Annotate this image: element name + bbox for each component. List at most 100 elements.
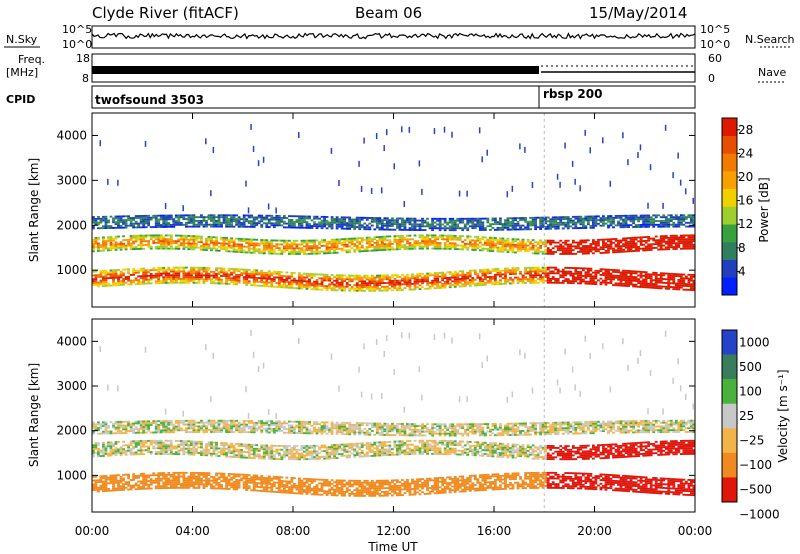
power-cell — [99, 279, 103, 282]
power-cell — [504, 280, 507, 283]
power-cell — [305, 274, 309, 277]
power-cell — [408, 217, 412, 220]
power-cell — [365, 248, 369, 250]
power-cell — [184, 234, 188, 237]
power-cell — [182, 214, 186, 217]
power-cell — [629, 275, 633, 278]
power-cell — [486, 272, 490, 275]
power-cell — [154, 222, 158, 225]
power-cell — [664, 220, 668, 222]
velocity-cell — [154, 429, 158, 432]
power-cell — [549, 249, 553, 252]
velocity-cell — [127, 473, 130, 476]
power-cell — [602, 268, 605, 271]
velocity-cell — [127, 475, 130, 478]
power-cell — [112, 219, 115, 222]
power-cell — [225, 223, 228, 226]
power-cell — [275, 222, 279, 225]
power-cell — [144, 273, 148, 276]
velocity-cell — [124, 426, 128, 429]
power-cell — [169, 247, 173, 250]
power-cell — [624, 218, 628, 221]
power-cell — [478, 276, 482, 279]
power-cell — [639, 243, 643, 246]
power-cell — [486, 249, 490, 252]
power-cell — [164, 222, 168, 225]
power-cell — [433, 274, 437, 276]
power-cell — [230, 267, 233, 270]
velocity-cell — [167, 483, 171, 486]
velocity-cell — [139, 420, 143, 423]
power-cell — [408, 284, 412, 287]
power-cell — [147, 271, 151, 274]
power-cell — [627, 242, 630, 245]
power-cell — [481, 282, 485, 285]
power-cell — [483, 272, 487, 275]
power-cell — [313, 288, 316, 291]
power-cell — [290, 283, 294, 286]
power-cell — [441, 223, 445, 226]
power-cell — [461, 285, 465, 288]
power-cell — [353, 245, 357, 247]
power-cell — [416, 282, 419, 285]
beam-title: Beam 06 — [355, 4, 422, 22]
power-cell — [257, 252, 261, 255]
power-cell — [689, 241, 693, 244]
power-cell — [521, 248, 525, 251]
power-cell — [189, 216, 193, 219]
power-cell — [215, 236, 218, 239]
velocity-cell — [117, 426, 120, 429]
power-cell — [227, 275, 231, 278]
nsky-panel — [91, 25, 696, 49]
power-cell — [167, 218, 171, 221]
velocity-cell — [159, 420, 163, 423]
power-cell — [343, 287, 347, 290]
power-cell — [622, 271, 625, 274]
power-cell — [659, 240, 663, 243]
velocity-cell — [167, 420, 171, 422]
power-cell — [639, 216, 643, 219]
power-cell — [142, 218, 146, 221]
power-cell — [594, 244, 598, 247]
power-cell — [473, 282, 477, 285]
power-cell — [182, 276, 186, 278]
velocity-cell — [132, 422, 136, 425]
power-cell — [486, 276, 490, 279]
power-cell — [189, 279, 193, 282]
power-cell — [569, 270, 573, 273]
power-cell — [365, 216, 369, 219]
power-cell — [343, 274, 347, 277]
power-cell — [144, 140, 147, 147]
freq-tick-top: 18 — [76, 52, 90, 65]
power-cell — [426, 238, 429, 241]
power-cell — [476, 219, 480, 222]
power-cell — [667, 242, 671, 245]
power-cell — [408, 234, 412, 237]
velocity-cell — [147, 426, 151, 428]
power-cell — [338, 220, 342, 222]
power-cell — [267, 222, 271, 225]
power-cell — [637, 282, 641, 284]
power-cell — [586, 239, 590, 242]
power-cell — [539, 220, 543, 223]
power-cell — [488, 276, 492, 278]
power-cell — [501, 241, 505, 244]
power-cell — [240, 251, 244, 254]
power-cell — [162, 218, 166, 221]
power-cell — [486, 279, 490, 282]
power-cell — [343, 285, 347, 288]
power-cell — [205, 278, 208, 281]
power-cell — [247, 282, 251, 285]
power-cell — [270, 241, 274, 244]
power-cell — [672, 278, 676, 281]
power-cell — [99, 281, 103, 284]
power-cell — [453, 282, 457, 285]
power-cell — [308, 280, 311, 283]
power-cell — [102, 240, 105, 243]
power-cell — [554, 268, 558, 271]
power-cell — [109, 249, 113, 252]
power-cell — [546, 266, 550, 269]
power-cell — [531, 279, 535, 282]
power-cell — [287, 283, 291, 285]
power-cell — [599, 252, 603, 254]
